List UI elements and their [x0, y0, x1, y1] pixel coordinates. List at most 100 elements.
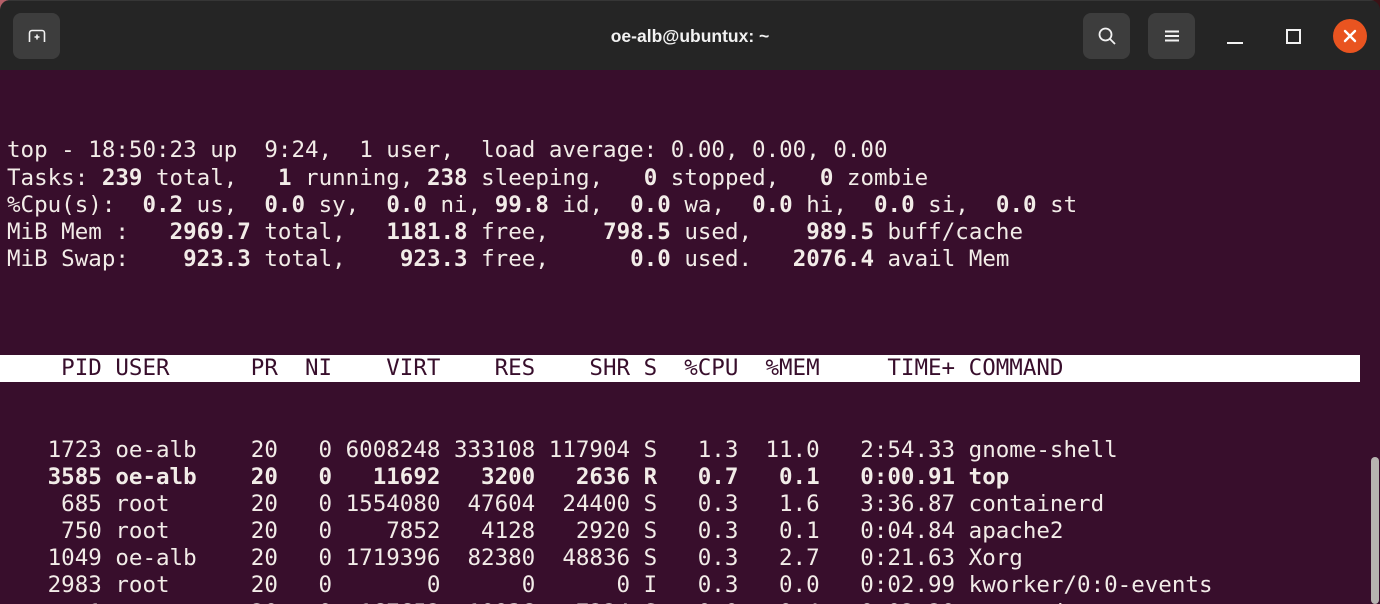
- summary-line: Tasks: 239 total, 1 running, 238 sleepin…: [7, 165, 1380, 192]
- summary-segment: 0.0: [630, 191, 671, 218]
- maximize-button[interactable]: [1277, 13, 1309, 59]
- cell-res: 82380: [467, 545, 536, 572]
- summary-segment: used.: [670, 246, 793, 273]
- process-rows: 1723 oe-alb 20 0 6008248 333108 117904 S…: [7, 437, 1380, 604]
- cell-pid: 685: [61, 490, 102, 517]
- search-icon: [1095, 24, 1119, 48]
- summary-segment: st: [1036, 191, 1078, 218]
- cell-pr: 20: [250, 572, 278, 599]
- cell-mem: 11.0: [765, 436, 820, 463]
- summary-segment: 0: [819, 164, 834, 191]
- summary-segment: 1181.8: [386, 218, 468, 245]
- cell-shr: 24400: [562, 490, 631, 517]
- cell-virt: 1554080: [345, 490, 441, 517]
- summary-line: [7, 273, 1380, 300]
- summary-segment: 0.0: [752, 191, 793, 218]
- scrollbar-thumb[interactable]: [1371, 457, 1379, 604]
- cell-virt: 6008248: [345, 436, 441, 463]
- cell-res: 47604: [467, 490, 536, 517]
- cell-res: 0: [521, 572, 536, 599]
- new-tab-icon: [25, 24, 49, 48]
- cell-command: containerd: [968, 490, 1105, 517]
- summary-line: MiB Swap: 923.3 total, 923.3 free, 0.0 u…: [7, 246, 1380, 273]
- cell-pid: 1: [7, 600, 102, 604]
- search-button[interactable]: [1083, 13, 1130, 59]
- cell-virt: 1719396: [345, 545, 441, 572]
- cell-pid: 2983: [47, 572, 102, 599]
- summary-segment: 989.5: [806, 218, 874, 245]
- cell-user: root: [115, 572, 170, 599]
- summary-segment: sy,: [305, 191, 387, 218]
- summary-segment: running,: [291, 164, 427, 191]
- cell-cpu: 0.3: [697, 518, 739, 545]
- process-row: 3585 oe-alb 20 0 11692 3200 2636 R 0.7 0…: [7, 464, 1380, 491]
- cell-ni: 0: [318, 545, 333, 572]
- cell-user: root: [115, 490, 170, 517]
- cell-shr: 117904: [548, 436, 631, 463]
- summary-segment: 2076.4: [792, 246, 874, 273]
- cell-mem: 0.0: [779, 572, 820, 599]
- cell-ni: 0: [318, 436, 333, 463]
- cell-user: oe-alb: [115, 545, 197, 572]
- process-table-header: PID USER PR NI VIRT RES SHR S %CPU %MEM …: [0, 354, 1360, 383]
- cell-pr: 20: [237, 600, 278, 604]
- column-header-user: USER: [115, 354, 170, 381]
- column-header-mem: %MEM: [765, 354, 820, 381]
- cell-virt: 167652: [346, 600, 440, 604]
- summary-segment: free,: [467, 246, 631, 273]
- cell-shr: 2920: [575, 518, 631, 545]
- cell-command: systemd: [969, 600, 1064, 604]
- close-button[interactable]: [1333, 19, 1367, 53]
- titlebar[interactable]: oe-alb@ubuntux: ~: [0, 0, 1380, 70]
- minimize-button[interactable]: [1219, 13, 1251, 59]
- summary-segment: %Cpu(s):: [7, 191, 143, 218]
- summary-segment: 0: [643, 164, 658, 191]
- summary-segment: wa,: [670, 191, 753, 218]
- cell-time: 0:02.99: [860, 572, 956, 599]
- cell-shr: 48836: [562, 545, 631, 572]
- summary-segment: 238: [426, 164, 468, 191]
- summary-segment: 0.0: [630, 246, 671, 273]
- summary-line: %Cpu(s): 0.2 us, 0.0 sy, 0.0 ni, 99.8 id…: [7, 192, 1380, 219]
- process-row: 685 root 20 0 1554080 47604 24400 S 0.3 …: [7, 491, 1380, 518]
- summary-segment: 99.8: [494, 191, 549, 218]
- summary-segment: 0.0: [995, 191, 1037, 218]
- new-tab-button[interactable]: [13, 12, 60, 59]
- cell-s: S: [643, 518, 658, 545]
- cell-time: 0:02.20: [833, 600, 955, 604]
- summary-segment: MiB Swap:: [7, 246, 184, 273]
- cell-s: I: [643, 572, 658, 599]
- summary-segment: buff/cache: [874, 218, 1024, 245]
- cell-pr: 20: [250, 436, 278, 463]
- cell-time: 3:36.87: [860, 490, 956, 517]
- process-row: 2983 root 20 0 0 0 0 I 0.3 0.0 0:02.99 k…: [7, 572, 1380, 599]
- summary-segment: total,: [250, 246, 400, 273]
- cell-cpu: 1.3: [697, 436, 739, 463]
- cell-pr: 20: [250, 545, 278, 572]
- cell-cpu: 0.0: [671, 600, 739, 604]
- cell-cpu: 0.3: [697, 490, 739, 517]
- cell-shr: 7224: [549, 600, 630, 604]
- cell-virt: 7852: [386, 518, 441, 545]
- hamburger-menu-icon: [1160, 24, 1184, 48]
- summary-segment: MiB Mem :: [7, 218, 170, 245]
- summary-segment: sleeping,: [467, 164, 644, 191]
- column-header-virt: VIRT: [386, 354, 441, 381]
- cell-cpu: 0.3: [697, 572, 739, 599]
- cell-time: 0:21.63: [860, 545, 956, 572]
- cell-user: root: [115, 600, 223, 604]
- process-row: 1049 oe-alb 20 0 1719396 82380 48836 S 0…: [7, 545, 1380, 572]
- summary-line: top - 18:50:23 up 9:24, 1 user, load ave…: [7, 137, 1380, 164]
- process-row: 1 root 20 0 167652 10936 7224 S 0.0 0.4 …: [7, 600, 1380, 604]
- summary-segment: 1: [277, 164, 292, 191]
- summary-block: top - 18:50:23 up 9:24, 1 user, load ave…: [7, 137, 1380, 300]
- column-header-res: RES: [494, 354, 536, 381]
- summary-segment: 923.3: [183, 246, 251, 273]
- summary-segment: 0.0: [386, 191, 427, 218]
- cell-res: 3200: [481, 463, 536, 490]
- cell-mem: 1.6: [779, 490, 820, 517]
- terminal[interactable]: top - 18:50:23 up 9:24, 1 user, load ave…: [0, 70, 1380, 604]
- cell-user: oe-alb: [115, 463, 197, 490]
- menu-button[interactable]: [1148, 13, 1195, 59]
